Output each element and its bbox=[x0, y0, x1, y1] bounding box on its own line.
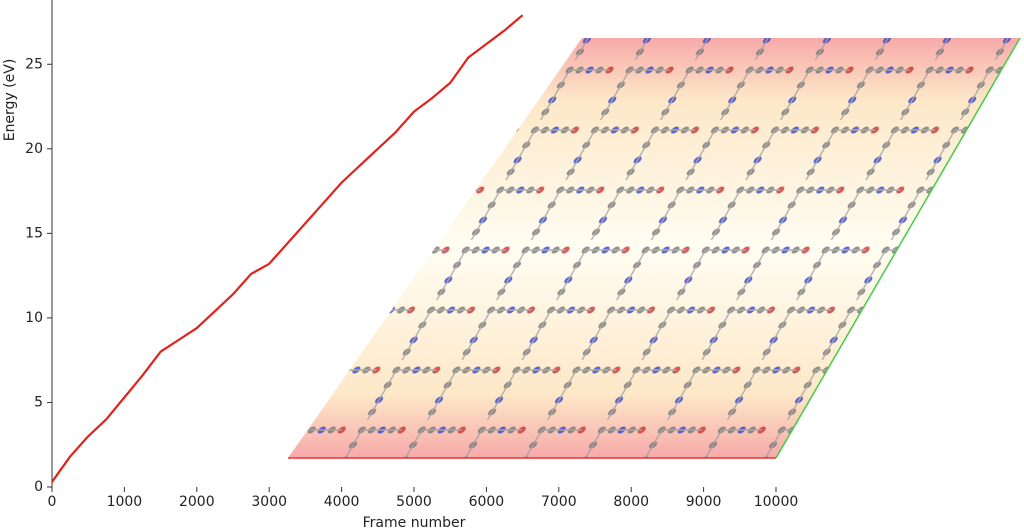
x-tick-label: 3000 bbox=[251, 494, 287, 510]
x-axis-label: Frame number bbox=[363, 515, 466, 531]
x-tick-label: 10000 bbox=[754, 494, 799, 510]
structure-image bbox=[288, 37, 1021, 459]
y-tick-label: 5 bbox=[34, 394, 43, 410]
y-tick-label: 0 bbox=[34, 479, 43, 495]
y-tick-label: 25 bbox=[25, 56, 43, 72]
y-tick-label: 15 bbox=[25, 225, 43, 241]
y-axis-label: Energy (eV) bbox=[2, 59, 18, 142]
x-tick-label: 5000 bbox=[396, 494, 432, 510]
x-tick-label: 4000 bbox=[324, 494, 360, 510]
x-tick-label: 0 bbox=[48, 494, 57, 510]
y-tick-label: 20 bbox=[25, 141, 43, 157]
x-tick-label: 6000 bbox=[469, 494, 505, 510]
x-tick-label: 2000 bbox=[179, 494, 215, 510]
x-tick-label: 1000 bbox=[107, 494, 143, 510]
line-series bbox=[51, 14, 524, 483]
y-tick-label: 10 bbox=[25, 310, 43, 326]
x-tick-label: 7000 bbox=[541, 494, 577, 510]
x-tick-label: 8000 bbox=[613, 494, 649, 510]
x-tick-label: 9000 bbox=[686, 494, 722, 510]
